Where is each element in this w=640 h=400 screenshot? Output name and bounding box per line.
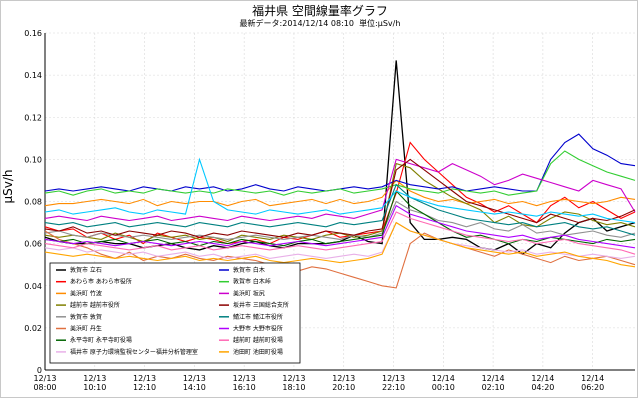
axes <box>44 33 635 371</box>
series-line <box>44 204 636 249</box>
chart-title: 福井県 空間線量率グラフ <box>252 4 388 18</box>
x-tick-date: 12/14 <box>432 374 455 383</box>
legend-label: 越前町 越前町役場 <box>233 336 283 344</box>
x-tick-date: 12/13 <box>183 374 206 383</box>
y-tick-label: 0.16 <box>24 29 42 38</box>
x-tick-time: 08:00 <box>33 383 56 392</box>
series-line <box>44 200 636 240</box>
legend-label: 永平寺町 永平寺町役場 <box>70 336 132 344</box>
series-line <box>44 141 636 245</box>
y-tick-label: 0.02 <box>24 324 42 333</box>
legend-label: 美浜町 竹波 <box>70 289 102 297</box>
legend-label: 敦賀市 立石 <box>70 266 102 274</box>
x-tick-date: 12/13 <box>233 374 256 383</box>
x-tick-labels: 12/1308:0012/1310:1012/1312:1012/1314:10… <box>33 374 604 392</box>
legend-label: 池田町 池田町役場 <box>233 348 283 356</box>
legend-label: 敦賀市 敦賀 <box>70 313 102 321</box>
y-tick-label: 0.06 <box>24 240 42 249</box>
legend-label: 鯖江市 鯖江市役所 <box>233 313 283 321</box>
x-tick-date: 12/14 <box>531 374 554 383</box>
legend-label: 福井市 原子力環境監視センター福井分析管理室 <box>70 348 198 356</box>
chart-subtitle: 最新データ:2014/12/14 08:10 単位:μSv/h <box>0 18 640 29</box>
x-tick-date: 12/14 <box>581 374 604 383</box>
series-line <box>44 183 636 236</box>
legend-label: 大野市 大野市役所 <box>233 325 283 333</box>
subtitle-latest-label: 最新データ: <box>239 19 283 28</box>
y-tick-label: 0.10 <box>24 155 42 164</box>
y-tick-label: 0.08 <box>24 198 42 207</box>
x-tick-time: 18:10 <box>282 383 305 392</box>
x-tick-time: 06:20 <box>581 383 604 392</box>
y-tick-label: 0 <box>37 366 42 375</box>
x-tick-time: 12:10 <box>133 383 156 392</box>
y-tick-label: 0.12 <box>24 113 42 122</box>
series-line <box>44 157 636 224</box>
legend-label: 敦賀市 白木峠 <box>233 278 271 286</box>
legend-label: 美浜町 丹生 <box>70 325 102 333</box>
series-line <box>44 158 636 238</box>
series-line <box>44 221 636 259</box>
subtitle-unit-label: 単位: <box>359 19 378 28</box>
x-tick-time: 02:10 <box>482 383 505 392</box>
series-line <box>44 150 636 196</box>
legend-box <box>49 262 301 364</box>
x-tick-time: 22:10 <box>382 383 405 392</box>
x-tick-time: 10:10 <box>83 383 106 392</box>
subtitle-latest-value: 2014/12/14 08:10 <box>282 19 354 28</box>
series-line <box>44 211 636 255</box>
x-tick-time: 20:10 <box>332 383 355 392</box>
x-tick-time: 04:20 <box>531 383 554 392</box>
y-tick-label: 0.14 <box>24 71 42 80</box>
legend-label: 敦賀市 白木 <box>233 266 265 274</box>
legend-label: 坂井市 三国総合支所 <box>233 301 289 309</box>
x-tick-date: 12/13 <box>133 374 156 383</box>
legend-label: 越前市 越前市役所 <box>70 301 120 309</box>
legend-label: あわら市 あわら市役所 <box>70 278 132 286</box>
legend-label: 美浜町 坂尻 <box>233 289 265 297</box>
x-tick-date: 12/13 <box>332 374 355 383</box>
subtitle-unit-value: μSv/h <box>377 19 401 28</box>
series-line <box>44 158 636 222</box>
x-tick-time: 14:10 <box>183 383 206 392</box>
x-tick-time: 16:10 <box>233 383 256 392</box>
x-tick-date: 12/13 <box>282 374 305 383</box>
y-axis-label: μSv/h <box>1 169 15 203</box>
x-tick-date: 12/14 <box>482 374 505 383</box>
series-line <box>44 221 636 268</box>
x-tick-date: 12/13 <box>382 374 405 383</box>
series-line <box>44 230 636 289</box>
y-tick-label: 0.04 <box>24 282 42 291</box>
y-tick-labels: 0.16 0.14 0.12 0.10 0.08 0.06 0.04 0.02 0 <box>24 29 42 375</box>
series-line <box>44 133 636 192</box>
x-tick-time: 00:10 <box>432 383 455 392</box>
x-tick-date: 12/13 <box>33 374 56 383</box>
series-lines <box>44 60 636 289</box>
series-line <box>44 179 636 207</box>
x-tick-date: 12/13 <box>83 374 106 383</box>
